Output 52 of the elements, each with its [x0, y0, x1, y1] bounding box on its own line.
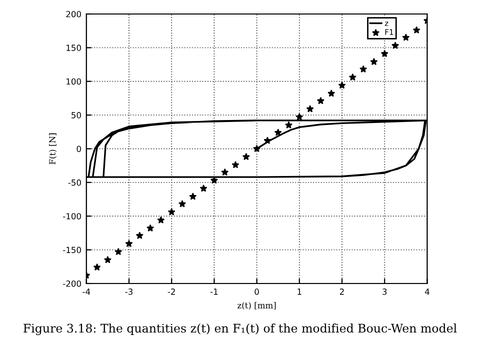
point [360, 66, 367, 72]
point [296, 113, 303, 120]
point [146, 224, 154, 232]
x-tick-label: 1 [298, 288, 302, 295]
point [370, 58, 378, 65]
y-tick-label: 100 [66, 78, 81, 85]
point [178, 200, 186, 208]
point [381, 50, 388, 57]
point [189, 192, 196, 200]
point [317, 97, 324, 104]
point [168, 208, 176, 216]
point [94, 264, 101, 270]
point [253, 145, 260, 152]
x-tick-label: 2 [340, 288, 344, 295]
point [402, 34, 410, 41]
caption: Figure 3.18: The quantities z(t) en F₁(t) of the modified Bouc-Wen model [24, 324, 457, 336]
point [392, 42, 399, 49]
point [210, 176, 218, 184]
point [114, 248, 122, 255]
x-tick-label: -1 [210, 288, 218, 295]
y-tick-label: -150 [63, 246, 81, 254]
point [232, 161, 239, 168]
x-tick-label: 4 [424, 288, 430, 295]
x-tick-label: 3 [382, 288, 387, 295]
point [157, 216, 164, 224]
y-tick-label: -200 [63, 280, 81, 287]
point [200, 184, 208, 192]
point [413, 26, 420, 34]
point [136, 232, 144, 239]
point [338, 82, 346, 88]
y-tick-label: 0 [76, 146, 81, 152]
point [285, 122, 292, 128]
y-axis-title: F(t) [N] [49, 133, 57, 164]
y-tick-label: 50 [72, 112, 81, 118]
y-tick-label: -50 [68, 179, 81, 186]
x-tick-label: -2 [168, 288, 175, 295]
point [328, 90, 335, 97]
y-tick-label: 150 [66, 44, 81, 51]
point [242, 153, 250, 160]
point [306, 105, 314, 112]
point [349, 74, 356, 80]
y-tick-label: 200 [66, 10, 81, 18]
point [264, 137, 271, 144]
point [274, 128, 282, 136]
x-axis-title: z(t) [mm] [238, 302, 276, 310]
point [104, 256, 112, 263]
point [126, 240, 132, 247]
y-tick-label: -100 [63, 213, 81, 220]
x-tick-label: -3 [125, 288, 132, 295]
x-tick-label: 0 [254, 288, 259, 295]
point [221, 168, 228, 176]
x-tick-label: -4 [82, 288, 90, 295]
